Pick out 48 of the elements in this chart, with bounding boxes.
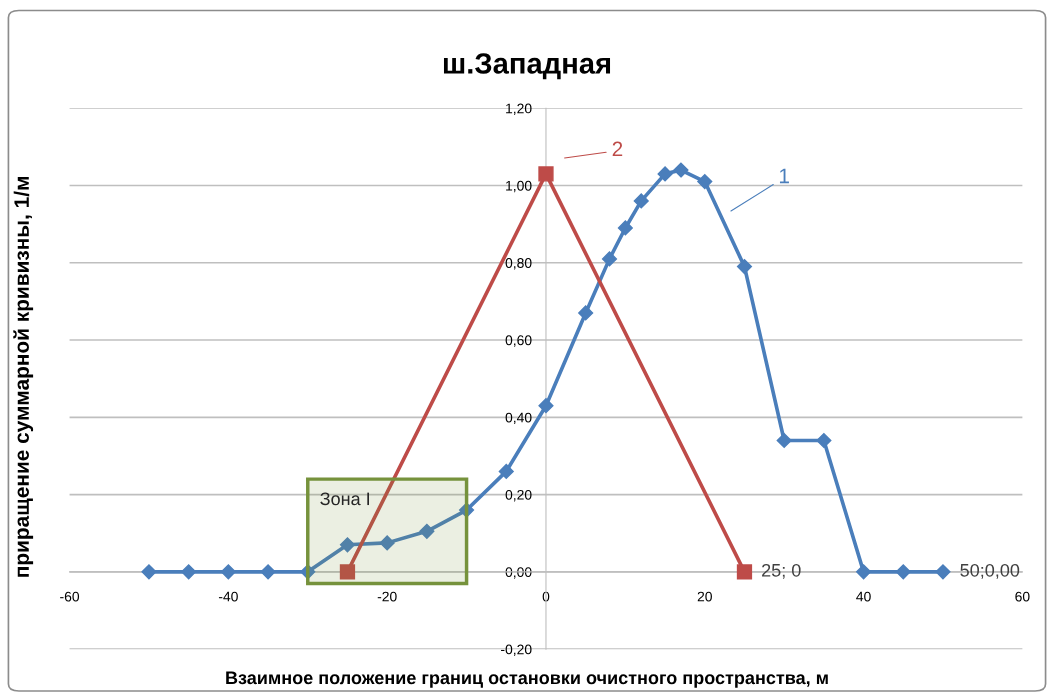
- x-tick-label: 60: [1015, 591, 1030, 602]
- point: [379, 535, 395, 551]
- point: [578, 305, 594, 321]
- x-tick-label: -20: [377, 591, 397, 602]
- point: [339, 537, 356, 553]
- annotation: 25; 0: [762, 563, 801, 579]
- point: [498, 463, 514, 479]
- x-tick-label: -40: [218, 591, 238, 602]
- y-tick-label: -0,20: [501, 644, 532, 656]
- point: [816, 432, 832, 449]
- y-tick-label: 1,00: [506, 180, 532, 193]
- x-tick-label: 40: [856, 591, 871, 602]
- y-tick-label: 1,20: [506, 103, 532, 115]
- legend-label: 2: [612, 141, 623, 157]
- x-tick-label: 0: [542, 591, 550, 602]
- y-tick-label: 0,00: [505, 567, 532, 579]
- y-tick-label: 0,80: [505, 258, 532, 270]
- y-tick-label: 0,20: [505, 489, 532, 502]
- point: [736, 564, 753, 580]
- chart-title: ш.Западная: [443, 53, 611, 80]
- point: [776, 432, 792, 449]
- x-tick-label: -60: [60, 591, 80, 602]
- text: 1: [779, 168, 789, 184]
- point: [673, 162, 689, 178]
- point: [736, 259, 753, 275]
- point: [339, 564, 356, 580]
- x-tick-label: 20: [697, 591, 712, 602]
- x-axis-title: Взаимное положение границ остановки очистного пространства, м: [226, 671, 828, 688]
- point: [260, 564, 276, 580]
- point: [657, 166, 673, 182]
- y-axis-title: приращение суммарной кривизны, 1/м: [13, 177, 34, 577]
- point: [895, 564, 911, 580]
- point: [538, 166, 554, 182]
- point: [633, 193, 649, 209]
- point: [220, 564, 236, 580]
- point: [141, 564, 157, 580]
- point: [181, 564, 197, 580]
- band-label: Зона I: [320, 492, 370, 506]
- point: [419, 523, 435, 539]
- point: [601, 251, 618, 267]
- point: [935, 564, 951, 580]
- point: [856, 564, 872, 580]
- point: [617, 220, 633, 236]
- annotation: 50;0,00: [960, 563, 1020, 579]
- point: [697, 174, 713, 190]
- y-tick-label: 0,60: [505, 335, 532, 347]
- y-tick-label: 0,40: [505, 412, 532, 425]
- point: [538, 398, 554, 414]
